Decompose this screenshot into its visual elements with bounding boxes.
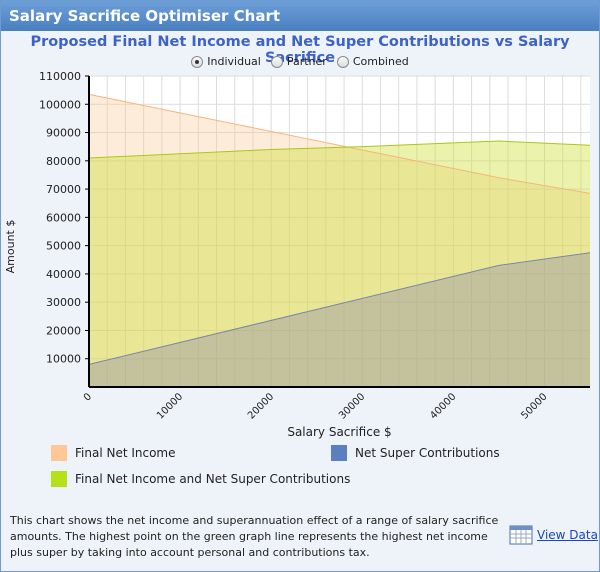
panel-title: Salary Sacrifice Optimiser Chart [1, 1, 599, 31]
area-net-super-contributions [89, 252, 590, 387]
y-tick-label: 90000 [46, 127, 81, 140]
x-tick-label: 20000 [246, 391, 276, 421]
y-tick-label: 40000 [46, 268, 81, 281]
legend-swatch [51, 445, 67, 461]
y-tick-label: 70000 [46, 183, 81, 196]
area-combined [89, 141, 590, 387]
view-mode-radio-group: Individual Partner Combined [1, 55, 599, 68]
chart-title: Proposed Final Net Income and Net Super … [30, 34, 570, 66]
y-tick-label: 80000 [46, 155, 81, 168]
legend-label: Net Super Contributions [355, 446, 500, 460]
legend-label: Final Net Income [75, 446, 176, 460]
x-tick-label: 10000 [155, 391, 185, 421]
radio-indicator[interactable] [336, 55, 349, 68]
chart-description: This chart shows the net income and supe… [10, 514, 499, 559]
radio-partner[interactable]: Partner [270, 55, 327, 68]
y-tick-label: 10000 [46, 353, 81, 366]
radio-indicator[interactable] [191, 55, 204, 68]
x-axis-label: Salary Sacrifice $ [287, 425, 391, 439]
legend-label: Final Net Income and Net Super Contribut… [75, 472, 351, 486]
y-axis-label: Amount $ [4, 220, 17, 274]
radio-individual[interactable]: Individual [191, 55, 261, 68]
y-tick-label: 20000 [46, 324, 81, 337]
y-tick-label: 100000 [39, 98, 81, 111]
y-tick-label: 50000 [46, 240, 81, 253]
line-combined [88, 140, 591, 159]
x-tick-label: 30000 [337, 391, 367, 421]
radio-indicator[interactable] [270, 55, 283, 68]
x-tick-label: 0 [82, 391, 94, 403]
area-final-net-income [89, 94, 590, 388]
radio-label: Individual [207, 55, 261, 68]
legend-item-combined: Final Net Income and Net Super Contribut… [51, 471, 350, 487]
line-final-net-income [88, 93, 591, 194]
legend-swatch [331, 445, 347, 461]
salary-sacrifice-chart: 10000 20000 30000 40000 50000 60000 70000 80000… [4, 70, 591, 439]
line-net-super-contributions [88, 252, 591, 365]
x-tick-label: 50000 [519, 391, 549, 421]
y-tick-label: 30000 [46, 296, 81, 309]
radio-label: Combined [352, 55, 409, 68]
view-data-link[interactable]: View Data [509, 525, 598, 545]
legend-item-net-super: Net Super Contributions [331, 445, 500, 461]
calendar-table-icon[interactable] [509, 525, 533, 545]
view-data-label[interactable]: View Data [537, 528, 598, 542]
legend-item-final-net-income: Final Net Income [51, 445, 176, 461]
x-tick-label: 40000 [428, 391, 458, 421]
radio-combined[interactable]: Combined [336, 55, 409, 68]
y-tick-label: 60000 [46, 211, 81, 224]
legend-swatch [51, 471, 67, 487]
radio-label: Partner [286, 55, 327, 68]
y-tick-label: 110000 [39, 70, 81, 83]
plot-area [89, 76, 590, 387]
